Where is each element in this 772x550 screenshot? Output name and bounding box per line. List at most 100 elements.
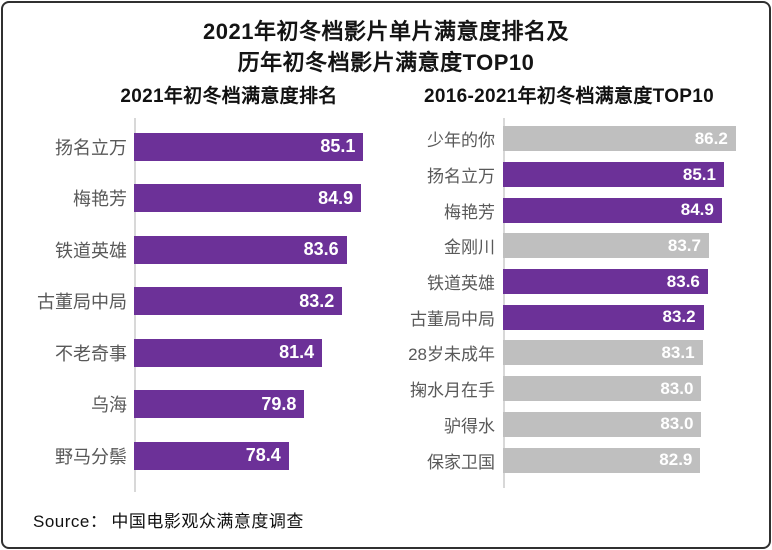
bar-track: 83.0 (503, 411, 739, 437)
category-label: 28岁未成年 (408, 345, 495, 365)
source-note: Source： 中国电影观众满意度调查 (33, 507, 304, 532)
bar-track: 83.6 (503, 269, 739, 295)
bar-value-label: 84.9 (680, 200, 714, 220)
bar: 81.4 (134, 338, 323, 367)
bar: 84.9 (134, 184, 362, 213)
bar: 83.2 (503, 304, 704, 330)
bar-track: 84.9 (503, 197, 739, 223)
bar-track: 85.1 (503, 162, 739, 188)
bar-value-label: 86.2 (694, 128, 728, 148)
bar-row: 保家卫国 82.9 (379, 442, 759, 478)
bar-row: 金刚川 83.7 (379, 228, 759, 264)
source-label: Source： (33, 512, 108, 531)
bar: 85.1 (134, 132, 364, 161)
bar-track: 83.6 (134, 235, 379, 264)
bar-track: 85.1 (134, 132, 379, 161)
category-label: 少年的你 (427, 131, 495, 151)
bar-row: 铁道英雄 83.6 (379, 264, 759, 300)
bar-value-label: 83.6 (303, 239, 339, 260)
bar: 85.1 (503, 162, 724, 188)
bar-value-label: 83.2 (299, 290, 335, 311)
main-title-line1: 2021年初冬档影片单片满意度排名及 (203, 19, 569, 44)
main-title: 2021年初冬档影片单片满意度排名及 历年初冬档影片满意度TOP10 (3, 16, 769, 78)
category-label: 铁道英雄 (427, 274, 495, 294)
bar-value-label: 83.1 (661, 342, 695, 362)
bar-track: 84.9 (134, 184, 379, 213)
category-label: 扬名立万 (427, 167, 495, 187)
category-label: 不老奇事 (55, 343, 127, 364)
bar: 83.0 (503, 411, 702, 437)
bar-track: 78.4 (134, 441, 379, 470)
bar: 84.9 (503, 197, 722, 223)
bar-value-label: 83.2 (662, 307, 696, 327)
chart-top10-historical-plot: 少年的你 86.2 扬名立万 85.1 梅艳芳 84.9 金刚川 83.7 铁道英雄 83.6 古董… (379, 118, 759, 488)
bar: 83.2 (134, 287, 343, 316)
bar-value-label: 83.6 (666, 271, 700, 291)
bar-row: 扬名立万 85.1 (19, 121, 379, 173)
bar-track: 83.2 (134, 287, 379, 316)
bar-value-label: 83.0 (660, 378, 694, 398)
bar-row: 扬名立万 85.1 (379, 157, 759, 193)
category-label: 乌海 (91, 395, 127, 416)
chart-2021-ranking-title: 2021年初冬档满意度排名 (120, 86, 338, 107)
chart-top10-historical-title: 2016-2021年初冬档满意度TOP10 (423, 86, 714, 107)
category-label: 古董局中局 (410, 309, 495, 329)
bar-row: 梅艳芳 84.9 (379, 192, 759, 228)
category-label: 梅艳芳 (73, 189, 127, 210)
bar-track: 82.9 (503, 447, 739, 473)
bar-row: 古董局中局 83.2 (19, 276, 379, 328)
bar-value-label: 83.0 (660, 414, 694, 434)
category-label: 梅艳芳 (444, 202, 495, 222)
main-title-line2: 历年初冬档影片满意度TOP10 (237, 50, 535, 75)
bar-row: 不老奇事 81.4 (19, 327, 379, 379)
bar-row: 铁道英雄 83.6 (19, 224, 379, 276)
category-label: 扬名立万 (55, 137, 127, 158)
bar-track: 83.2 (503, 304, 739, 330)
bar-track: 83.0 (503, 376, 739, 402)
bar-value-label: 81.4 (279, 342, 315, 363)
bar: 83.1 (503, 340, 703, 366)
bar-track: 81.4 (134, 338, 379, 367)
chart-2021-ranking: 2021年初冬档满意度排名 扬名立万 85.1 梅艳芳 84.9 铁道英雄 83.6 古董局… (19, 85, 379, 491)
bar: 83.6 (134, 235, 347, 264)
bar-value-label: 83.7 (667, 235, 701, 255)
bar-row: 少年的你 86.2 (379, 121, 759, 157)
category-label: 保家卫国 (427, 452, 495, 472)
category-label: 野马分鬃 (55, 446, 127, 467)
bar: 82.9 (503, 447, 701, 473)
bar-row: 掬水月在手 83.0 (379, 371, 759, 407)
bar-value-label: 85.1 (320, 136, 356, 157)
bar-row: 28岁未成年 83.1 (379, 335, 759, 371)
chart-2021-ranking-plot: 扬名立万 85.1 梅艳芳 84.9 铁道英雄 83.6 古董局中局 83.2 不老奇事 81.4… (19, 118, 379, 491)
bar-value-label: 84.9 (318, 187, 354, 208)
category-label: 铁道英雄 (55, 240, 127, 261)
bar: 83.7 (503, 233, 709, 259)
category-label: 驴得水 (444, 416, 495, 436)
category-label: 掬水月在手 (410, 381, 495, 401)
bar-track: 83.7 (503, 233, 739, 259)
bar-row: 古董局中局 83.2 (379, 299, 759, 335)
bar: 78.4 (134, 441, 289, 470)
category-label: 金刚川 (444, 238, 495, 258)
bar: 79.8 (134, 390, 305, 419)
bar-row: 乌海 79.8 (19, 379, 379, 431)
bar-track: 83.1 (503, 340, 739, 366)
category-label: 古董局中局 (37, 292, 127, 313)
bar: 86.2 (503, 126, 736, 152)
bar-value-label: 78.4 (245, 445, 281, 466)
bar-track: 86.2 (503, 126, 739, 152)
source-text: 中国电影观众满意度调查 (111, 512, 304, 531)
bar-track: 79.8 (134, 390, 379, 419)
bar-value-label: 82.9 (659, 450, 693, 470)
bar-row: 野马分鬃 78.4 (19, 430, 379, 482)
bar-value-label: 85.1 (682, 164, 716, 184)
bar: 83.0 (503, 376, 702, 402)
bar-value-label: 79.8 (261, 393, 297, 414)
bar-row: 驴得水 83.0 (379, 407, 759, 443)
bar: 83.6 (503, 269, 708, 295)
charts-container: 2021年初冬档满意度排名 扬名立万 85.1 梅艳芳 84.9 铁道英雄 83.6 古董局… (3, 85, 769, 491)
bar-row: 梅艳芳 84.9 (19, 173, 379, 225)
chart-top10-historical: 2016-2021年初冬档满意度TOP10 少年的你 86.2 扬名立万 85.1 梅艳… (379, 85, 759, 488)
